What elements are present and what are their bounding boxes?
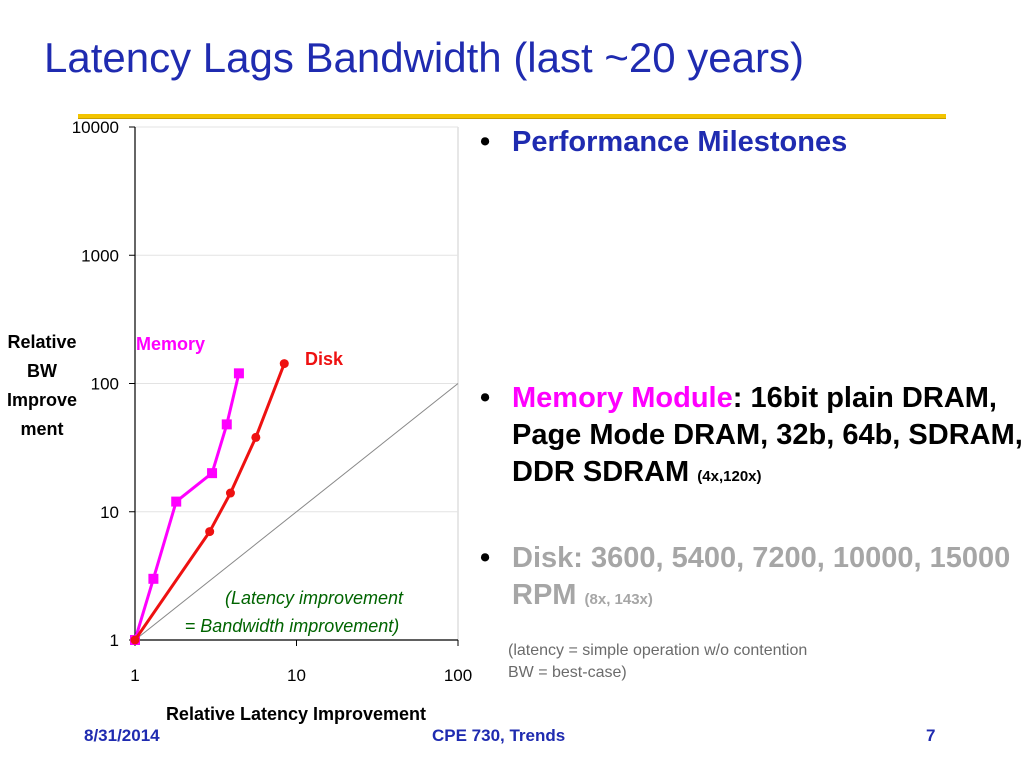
title-underline — [78, 114, 946, 119]
memory-module-ddr: DDR SDRAM — [512, 456, 690, 488]
bullet-dot: • — [480, 382, 491, 414]
bullet-disk: • Disk: 3600, 5400, 7200, 10000, 15000 R… — [478, 540, 1024, 618]
disk-text: Disk: 3600, 5400, 7200, 10000, 15000 RPM — [512, 542, 1011, 611]
note-line-1: (latency = simple operation w/o contenti… — [508, 642, 808, 659]
disk-data-point — [279, 359, 289, 369]
x-axis-label: Relative Latency Improvement — [166, 704, 426, 724]
chart-series — [130, 359, 289, 645]
y-tick-label: 100 — [91, 375, 119, 394]
bullet-dot: • — [480, 126, 491, 158]
definition-note: (latency = simple operation w/o contenti… — [508, 640, 807, 684]
x-tick-label: 10 — [287, 666, 306, 685]
memory-data-point — [171, 496, 182, 507]
y-tick-label: 10000 — [72, 118, 119, 137]
chart-axes: 1 10 100 1000 10000 1 10 100 — [72, 118, 472, 685]
bullet-text: Performance Milestones — [512, 126, 848, 158]
y-axis-label-line: BW — [27, 361, 57, 381]
bullet-memory-module: • Memory Module: 16bit plain DRAM, Page … — [478, 380, 1024, 495]
x-tick-label: 1 — [130, 666, 139, 685]
disk-data-point — [251, 432, 261, 442]
memory-module-factors: (4x,120x) — [697, 468, 762, 485]
note-line-2: BW = best-case) — [508, 664, 627, 681]
bullet-performance-milestones: • Performance Milestones — [478, 124, 1024, 161]
footer-page-number: 7 — [926, 726, 936, 745]
memory-data-point — [221, 419, 232, 430]
reference-line-group — [134, 383, 459, 641]
footer-date: 8/31/2014 — [84, 726, 160, 745]
disk-factors: (8x, 143x) — [584, 591, 653, 608]
y-axis-label-line: Relative — [7, 332, 76, 352]
y-axis-label-line: Improve — [7, 390, 77, 410]
x-tick-label: 100 — [444, 666, 472, 685]
memory-series-line — [133, 372, 241, 641]
slide-title: Latency Lags Bandwidth (last ~20 years) — [44, 34, 804, 81]
chart-labels: Memory Disk (Latency improvement = Bandwidt… — [7, 332, 426, 724]
disk-data-point — [130, 635, 140, 645]
y-tick-label: 1 — [110, 631, 119, 650]
memory-module-highlight: Memory Module — [512, 382, 733, 414]
annotation-line-1: (Latency improvement — [225, 588, 404, 608]
y-axis-label-line: ment — [20, 419, 63, 439]
annotation-line-2: = Bandwidth improvement) — [185, 616, 400, 636]
disk-data-point — [205, 527, 215, 537]
disk-data-point — [225, 488, 235, 498]
memory-data-point — [148, 573, 159, 584]
y-tick-label: 10 — [100, 503, 119, 522]
disk-series-label: Disk — [305, 349, 344, 369]
chart-gridlines — [135, 126, 459, 640]
memory-module-text: : 16bit plain DRAM, Page Mode DRAM, 32b,… — [512, 382, 1023, 451]
memory-data-point — [207, 468, 218, 479]
reference-line — [134, 383, 459, 641]
memory-series-label: Memory — [136, 334, 205, 354]
memory-data-point — [233, 368, 244, 379]
footer-course: CPE 730, Trends — [432, 726, 566, 745]
y-tick-label: 1000 — [81, 246, 119, 265]
bullet-dot: • — [480, 542, 491, 574]
